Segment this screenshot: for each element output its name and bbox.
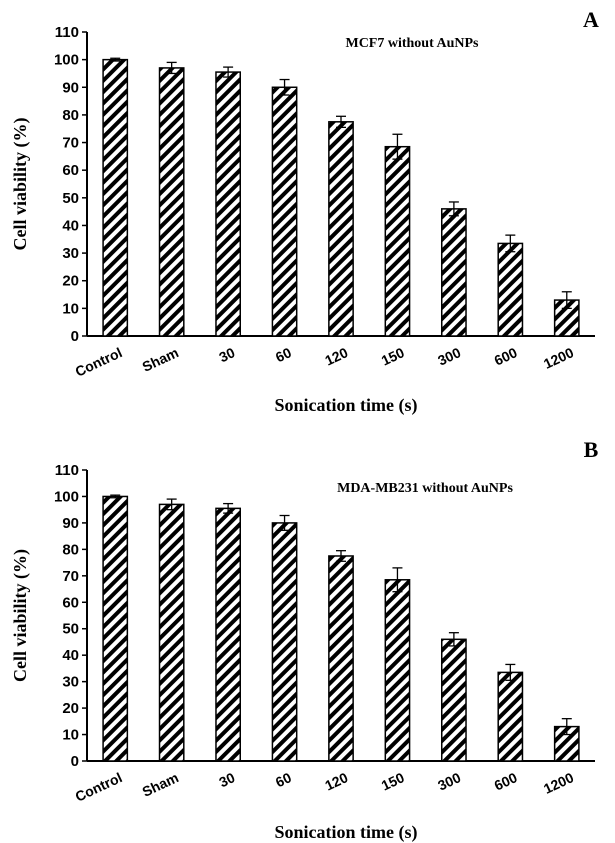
- y-tick-label: 70: [62, 135, 79, 152]
- x-tick-label: 600: [492, 344, 520, 368]
- bar-30: [215, 71, 241, 337]
- y-tick-label: 50: [62, 190, 79, 207]
- chart-panel-b: 0 10 20 30 40 50 60 70 80 90 100 110 Control Sham 30 60…: [0, 422, 615, 843]
- error-bar-Control: [110, 57, 121, 62]
- y-tick-label: 60: [62, 594, 79, 611]
- bar-120: [328, 555, 354, 762]
- x-tick-label: 120: [322, 344, 350, 368]
- error-bar-600: [505, 234, 516, 253]
- error-bar-60: [279, 78, 290, 96]
- chart-b-svg: 0 10 20 30 40 50 60 70 80 90 100 110 Control Sham 30 60…: [10, 437, 599, 843]
- y-axis-title: Cell viability (%): [10, 549, 31, 682]
- y-tick-label: 0: [71, 328, 79, 345]
- y-tick-label: 110: [55, 24, 79, 41]
- x-tick-label: Control: [73, 344, 125, 380]
- error-bar-150: [392, 567, 403, 593]
- chart-a-svg: 0 10 20 30 40 50 60 70 80 90 100 110 Control Sham 30 60…: [10, 7, 599, 416]
- bar-60: [271, 86, 298, 337]
- chart-title: MCF7 without AuNPs: [345, 36, 479, 51]
- bar-300: [441, 208, 467, 337]
- y-tick-label: 20: [62, 273, 79, 290]
- x-tick-label: Sham: [140, 344, 181, 375]
- x-tick-label: 1200: [541, 344, 576, 372]
- panel-label: A: [583, 7, 599, 32]
- x-tick-label: 300: [435, 769, 463, 793]
- x-tick-label: 150: [379, 344, 407, 368]
- chart-title: MDA-MB231 without AuNPs: [337, 481, 513, 496]
- bar-Control: [102, 495, 129, 762]
- bar-150: [384, 145, 411, 337]
- y-tick-label: 40: [62, 647, 79, 664]
- bar-600: [497, 671, 524, 762]
- y-tick-label: 0: [71, 753, 79, 770]
- error-bar-Sham: [166, 61, 177, 75]
- error-bar-60: [279, 514, 290, 531]
- bar-300: [441, 638, 467, 762]
- chart-panel-a: 0 10 20 30 40 50 60 70 80 90 100 110 Control Sham 30 60…: [10, 7, 599, 416]
- y-tick-label: 90: [62, 79, 79, 96]
- x-tick-label: 120: [322, 769, 350, 793]
- x-tick-label: 30: [216, 769, 237, 790]
- bar-150: [384, 579, 411, 762]
- bar-Sham: [158, 503, 185, 762]
- y-tick-label: 70: [62, 568, 79, 585]
- error-bar-300: [448, 632, 459, 647]
- bar-120: [328, 121, 354, 337]
- y-tick-label: 30: [62, 674, 79, 691]
- y-tick-label: 60: [62, 162, 79, 179]
- y-tick-label: 100: [54, 52, 79, 69]
- error-bar-Sham: [166, 498, 177, 511]
- x-tick-label: 30: [216, 344, 237, 365]
- x-tick-label: 60: [273, 344, 294, 365]
- error-bar-1200: [561, 718, 572, 736]
- error-bar-150: [392, 133, 403, 160]
- x-tick-label: 60: [273, 769, 294, 790]
- error-bar-30: [223, 66, 234, 78]
- y-tick-label: 100: [54, 488, 79, 505]
- y-tick-label: 40: [62, 217, 79, 234]
- x-axis-title: Sonication time (s): [275, 395, 418, 416]
- error-bar-300: [448, 201, 459, 217]
- y-tick-label: 50: [62, 621, 79, 638]
- y-tick-label: 90: [62, 515, 79, 532]
- y-tick-label: 10: [62, 727, 79, 744]
- bar-60: [271, 522, 298, 762]
- x-tick-label: Sham: [140, 769, 181, 800]
- bar-600: [497, 242, 524, 337]
- y-tick-label: 80: [62, 107, 79, 124]
- y-tick-label: 20: [62, 700, 79, 717]
- bar-Control: [102, 58, 129, 337]
- y-tick-label: 10: [62, 300, 79, 317]
- x-tick-label: 300: [435, 344, 463, 368]
- bar-30: [215, 507, 241, 762]
- error-bar-1200: [561, 291, 572, 310]
- error-bar-Control: [110, 494, 121, 499]
- error-bar-600: [505, 663, 516, 681]
- y-tick-label: 80: [62, 541, 79, 558]
- y-tick-label: 30: [62, 245, 79, 262]
- panel-label: B: [584, 437, 599, 462]
- y-tick-label: 110: [55, 462, 79, 479]
- x-tick-label: Control: [73, 769, 125, 805]
- error-bar-30: [223, 502, 234, 514]
- x-tick-label: 1200: [541, 769, 576, 797]
- x-tick-label: 150: [379, 769, 407, 793]
- x-axis-title: Sonication time (s): [275, 822, 418, 843]
- bar-Sham: [158, 67, 185, 337]
- error-bar-120: [336, 115, 346, 128]
- y-axis-title: Cell viability (%): [10, 118, 31, 251]
- error-bar-120: [336, 550, 346, 562]
- x-tick-label: 600: [492, 769, 520, 793]
